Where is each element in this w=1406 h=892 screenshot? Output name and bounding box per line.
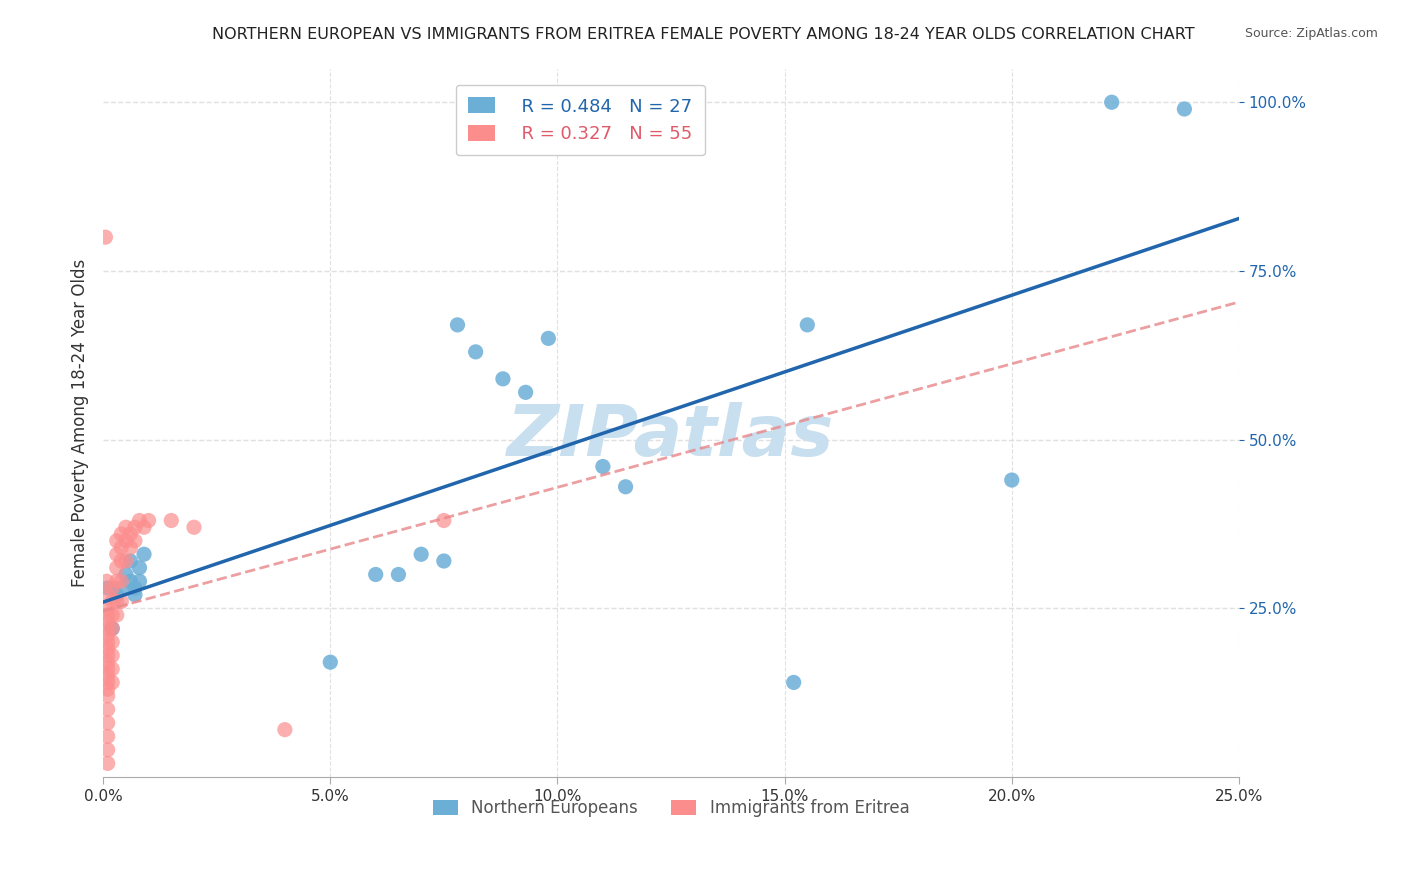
Northern Europeans xyxy=(537,331,560,345)
Immigrants from Eritrea xyxy=(105,574,128,589)
Immigrants from Eritrea xyxy=(115,533,138,548)
Northern Europeans xyxy=(411,547,433,561)
Immigrants from Eritrea xyxy=(105,607,128,622)
Immigrants from Eritrea xyxy=(97,715,120,730)
Northern Europeans xyxy=(120,574,142,589)
Immigrants from Eritrea xyxy=(101,607,124,622)
Immigrants from Eritrea xyxy=(433,514,456,528)
Immigrants from Eritrea xyxy=(101,635,124,649)
Immigrants from Eritrea xyxy=(105,547,128,561)
Immigrants from Eritrea xyxy=(132,520,155,534)
Immigrants from Eritrea xyxy=(97,702,120,716)
Northern Europeans xyxy=(128,560,150,574)
Northern Europeans xyxy=(128,574,150,589)
Immigrants from Eritrea xyxy=(97,689,120,703)
Immigrants from Eritrea xyxy=(138,514,160,528)
Immigrants from Eritrea xyxy=(274,723,297,737)
Immigrants from Eritrea xyxy=(110,527,132,541)
Immigrants from Eritrea xyxy=(97,675,120,690)
Immigrants from Eritrea xyxy=(110,594,132,608)
Northern Europeans xyxy=(1101,95,1123,110)
Immigrants from Eritrea xyxy=(120,541,142,555)
Immigrants from Eritrea xyxy=(97,730,120,744)
Northern Europeans xyxy=(387,567,409,582)
Immigrants from Eritrea xyxy=(97,628,120,642)
Immigrants from Eritrea xyxy=(97,655,120,669)
Immigrants from Eritrea xyxy=(97,662,120,676)
Northern Europeans xyxy=(492,372,515,386)
Immigrants from Eritrea xyxy=(101,622,124,636)
Immigrants from Eritrea xyxy=(105,533,128,548)
Northern Europeans xyxy=(124,581,146,595)
Immigrants from Eritrea xyxy=(97,756,120,771)
Immigrants from Eritrea xyxy=(97,607,120,622)
Northern Europeans xyxy=(614,480,637,494)
Northern Europeans xyxy=(115,567,138,582)
Immigrants from Eritrea xyxy=(97,615,120,629)
Immigrants from Eritrea xyxy=(97,743,120,757)
Northern Europeans xyxy=(783,675,806,690)
Immigrants from Eritrea xyxy=(97,635,120,649)
Northern Europeans xyxy=(110,581,132,595)
Northern Europeans xyxy=(592,459,614,474)
Immigrants from Eritrea xyxy=(115,554,138,568)
Immigrants from Eritrea xyxy=(97,601,120,615)
Northern Europeans xyxy=(132,547,155,561)
Immigrants from Eritrea xyxy=(110,554,132,568)
Immigrants from Eritrea xyxy=(110,574,132,589)
Immigrants from Eritrea xyxy=(183,520,205,534)
Immigrants from Eritrea xyxy=(94,230,117,244)
Northern Europeans xyxy=(105,588,128,602)
Immigrants from Eritrea xyxy=(97,641,120,656)
Text: ZIPatlas: ZIPatlas xyxy=(508,402,835,471)
Northern Europeans xyxy=(464,344,486,359)
Immigrants from Eritrea xyxy=(115,520,138,534)
Immigrants from Eritrea xyxy=(110,541,132,555)
Immigrants from Eritrea xyxy=(97,682,120,697)
Northern Europeans xyxy=(446,318,468,332)
Immigrants from Eritrea xyxy=(97,588,120,602)
Legend: Northern Europeans, Immigrants from Eritrea: Northern Europeans, Immigrants from Erit… xyxy=(425,790,918,825)
Text: Source: ZipAtlas.com: Source: ZipAtlas.com xyxy=(1244,27,1378,40)
Northern Europeans xyxy=(1001,473,1024,487)
Immigrants from Eritrea xyxy=(97,648,120,663)
Immigrants from Eritrea xyxy=(160,514,183,528)
Northern Europeans xyxy=(120,554,142,568)
Northern Europeans xyxy=(515,385,537,400)
Immigrants from Eritrea xyxy=(105,594,128,608)
Immigrants from Eritrea xyxy=(124,520,146,534)
Northern Europeans xyxy=(796,318,818,332)
Immigrants from Eritrea xyxy=(101,662,124,676)
Northern Europeans xyxy=(101,622,124,636)
Northern Europeans xyxy=(97,581,120,595)
Northern Europeans xyxy=(433,554,456,568)
Northern Europeans xyxy=(364,567,387,582)
Immigrants from Eritrea xyxy=(101,675,124,690)
Immigrants from Eritrea xyxy=(101,581,124,595)
Northern Europeans xyxy=(319,655,342,669)
Northern Europeans xyxy=(124,588,146,602)
Immigrants from Eritrea xyxy=(120,527,142,541)
Immigrants from Eritrea xyxy=(97,668,120,682)
Y-axis label: Female Poverty Among 18-24 Year Olds: Female Poverty Among 18-24 Year Olds xyxy=(72,259,89,587)
Text: NORTHERN EUROPEAN VS IMMIGRANTS FROM ERITREA FEMALE POVERTY AMONG 18-24 YEAR OLD: NORTHERN EUROPEAN VS IMMIGRANTS FROM ERI… xyxy=(212,27,1194,42)
Immigrants from Eritrea xyxy=(96,574,118,589)
Immigrants from Eritrea xyxy=(124,533,146,548)
Immigrants from Eritrea xyxy=(101,594,124,608)
Immigrants from Eritrea xyxy=(101,648,124,663)
Northern Europeans xyxy=(1173,102,1195,116)
Immigrants from Eritrea xyxy=(105,560,128,574)
Immigrants from Eritrea xyxy=(128,514,150,528)
Immigrants from Eritrea xyxy=(97,622,120,636)
